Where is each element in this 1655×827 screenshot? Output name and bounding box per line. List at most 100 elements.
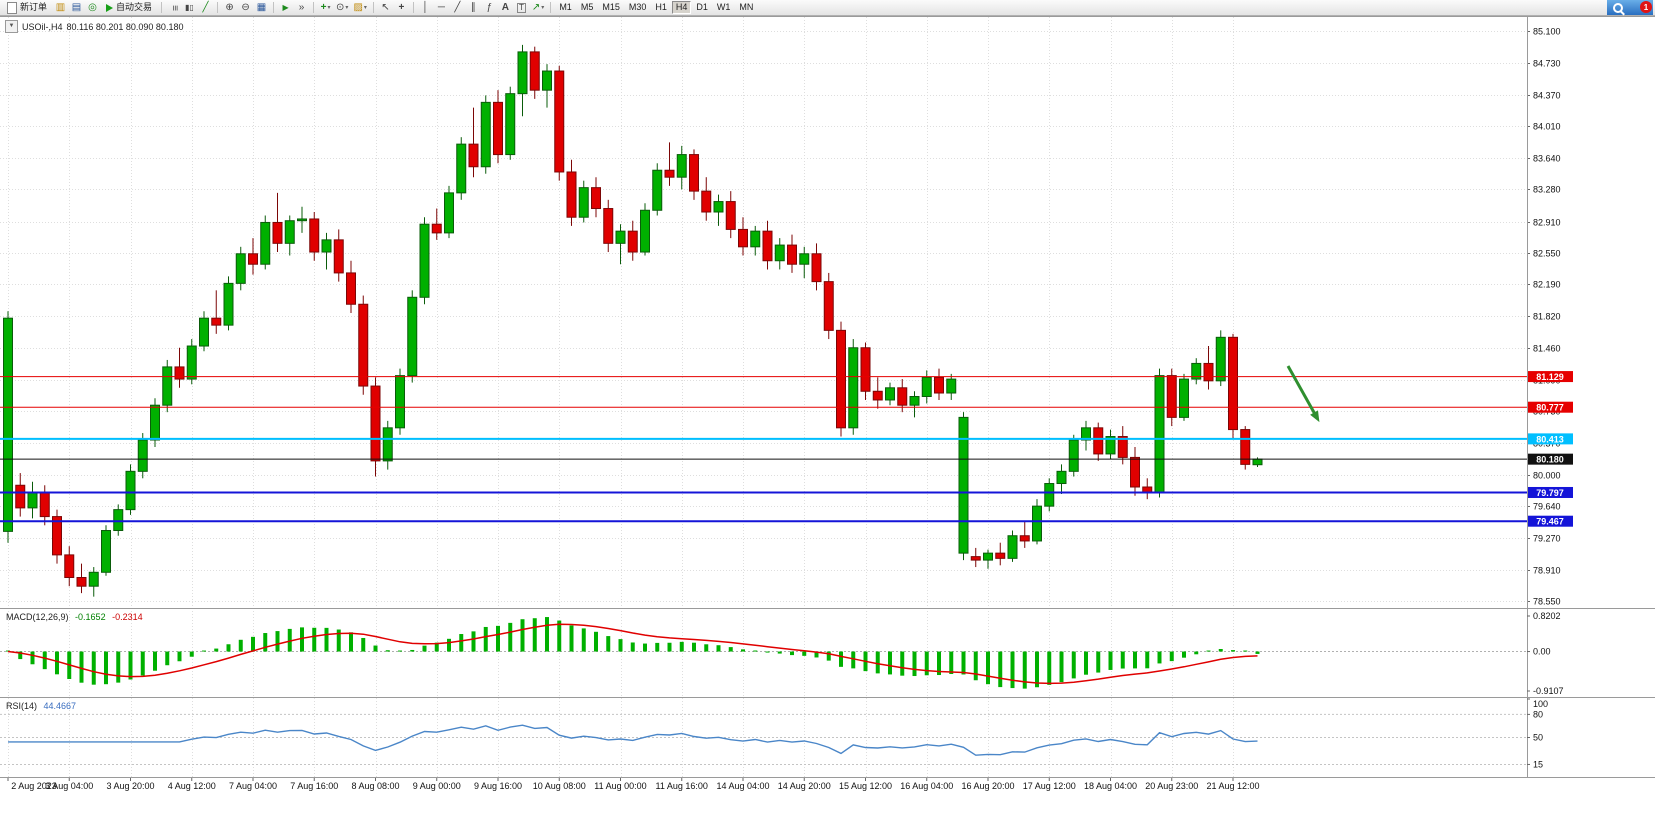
- svg-text:10 Aug 08:00: 10 Aug 08:00: [533, 781, 586, 791]
- zoom-out-glyph: ⊖: [241, 1, 250, 13]
- bar-chart-icon[interactable]: ≡: [166, 1, 181, 14]
- label-tool-button[interactable]: T: [514, 1, 529, 14]
- tile-windows-glyph: ▦: [256, 1, 267, 13]
- period-icon[interactable]: ⊙ ▾: [334, 1, 350, 14]
- svg-text:16 Aug 04:00: 16 Aug 04:00: [900, 781, 953, 791]
- svg-text:81.820: 81.820: [1533, 312, 1561, 322]
- cursor-glyph: ↖: [381, 1, 390, 13]
- arrows-tool-icon[interactable]: ↗ ▾: [530, 1, 546, 14]
- rsi-value: 44.4667: [43, 701, 77, 711]
- timeframe-h4-button[interactable]: H4: [671, 1, 692, 14]
- new-order-button[interactable]: 新订单: [2, 1, 52, 14]
- chart-symbol-label: USOil-,H4: [22, 21, 63, 32]
- svg-text:80.413: 80.413: [1536, 434, 1564, 444]
- label-tool-glyph: T: [516, 2, 526, 13]
- auto-scroll-icon[interactable]: ▶: [278, 1, 293, 14]
- chart-shift-glyph: »: [298, 1, 305, 13]
- timeframe-d1-button[interactable]: D1: [692, 1, 712, 14]
- svg-text:83.640: 83.640: [1533, 154, 1561, 164]
- timeframe-m30-button[interactable]: M30: [625, 1, 651, 14]
- svg-text:7 Aug 04:00: 7 Aug 04:00: [229, 781, 277, 791]
- ohlc-expander-icon[interactable]: ▼: [5, 20, 18, 33]
- svg-text:80.000: 80.000: [1533, 471, 1561, 481]
- svg-text:14 Aug 20:00: 14 Aug 20:00: [778, 781, 831, 791]
- svg-text:82.910: 82.910: [1533, 218, 1561, 228]
- vertical-line-glyph: │: [422, 1, 429, 13]
- timeframe-w1-button[interactable]: W1: [713, 1, 735, 14]
- data-window-icon[interactable]: ▤: [69, 1, 84, 14]
- macd-indicator-label: MACD(12,26,9) -0.1652 -0.2314: [6, 612, 143, 622]
- indicators-icon[interactable]: + ▾: [318, 1, 333, 14]
- svg-text:21 Aug 12:00: 21 Aug 12:00: [1206, 781, 1259, 791]
- timeframe-mn-button[interactable]: MN: [735, 1, 757, 14]
- svg-text:50: 50: [1533, 733, 1543, 743]
- auto-scroll-glyph: ▶: [282, 2, 289, 12]
- svg-text:85.100: 85.100: [1533, 27, 1561, 37]
- horizontal-line-icon[interactable]: ─: [434, 1, 449, 14]
- chart-ohlc-values: 80.116 80.201 80.090 80.180: [66, 21, 184, 32]
- svg-text:80: 80: [1533, 709, 1543, 719]
- svg-text:9 Aug 16:00: 9 Aug 16:00: [474, 781, 522, 791]
- svg-text:79.467: 79.467: [1536, 517, 1564, 527]
- timeframe-m5-button[interactable]: M5: [577, 1, 598, 14]
- zoom-in-icon[interactable]: ⊕: [222, 1, 237, 14]
- channel-glyph: ∥: [470, 1, 476, 13]
- text-tool-button[interactable]: A: [498, 1, 513, 14]
- data-window-glyph: ▤: [71, 1, 82, 13]
- svg-text:16 Aug 20:00: 16 Aug 20:00: [961, 781, 1014, 791]
- template-icon[interactable]: ▨ ▾: [351, 1, 368, 14]
- svg-text:11 Aug 00:00: 11 Aug 00:00: [594, 781, 646, 791]
- svg-text:84.370: 84.370: [1533, 91, 1561, 101]
- main-toolbar: 新订单 ▥ ▤ ◎ 自动交易 ≡ ▮▯ ╱ ⊕ ⊖ ▦ ▶ » + ▾ ⊙ ▾ ▨ ▾…: [0, 0, 1655, 16]
- auto-trading-button[interactable]: 自动交易: [101, 1, 157, 14]
- timeframe-m1-button[interactable]: M1: [555, 1, 576, 14]
- toolbar-separator: [550, 2, 552, 13]
- chart-shift-icon[interactable]: »: [294, 1, 309, 14]
- svg-text:78.910: 78.910: [1533, 566, 1561, 576]
- toolbar-separator: [372, 2, 374, 13]
- macd-name: MACD(12,26,9): [6, 612, 69, 622]
- fibonacci-icon[interactable]: ƒ: [482, 1, 497, 14]
- signals-glyph: ◎: [88, 1, 97, 13]
- svg-text:81.129: 81.129: [1536, 372, 1564, 382]
- svg-text:2 Aug 2023: 2 Aug 2023: [11, 781, 57, 791]
- svg-text:17 Aug 12:00: 17 Aug 12:00: [1023, 781, 1076, 791]
- period-caret-icon: ▾: [345, 4, 349, 11]
- signals-icon[interactable]: ◎: [85, 1, 100, 14]
- chart-title: ▼ USOil-,H4 80.116 80.201 80.090 80.180: [5, 20, 183, 33]
- svg-text:7 Aug 16:00: 7 Aug 16:00: [290, 781, 338, 791]
- rsi-indicator-label: RSI(14) 44.4667: [6, 701, 76, 711]
- notification-badge[interactable]: 1: [1640, 1, 1652, 13]
- fibonacci-glyph: ƒ: [486, 1, 493, 13]
- candlestick-chart-icon[interactable]: ▮▯: [182, 1, 197, 14]
- cursor-icon[interactable]: ↖: [378, 1, 393, 14]
- timeframe-m15-button[interactable]: M15: [598, 1, 624, 14]
- svg-text:18 Aug 04:00: 18 Aug 04:00: [1084, 781, 1137, 791]
- zoom-in-glyph: ⊕: [225, 1, 234, 13]
- line-chart-icon[interactable]: ╱: [198, 1, 213, 14]
- svg-text:82.190: 82.190: [1533, 280, 1561, 290]
- market-watch-icon[interactable]: ▥: [53, 1, 68, 14]
- svg-text:79.797: 79.797: [1536, 488, 1564, 498]
- crosshair-icon[interactable]: +: [394, 1, 409, 14]
- svg-text:14 Aug 04:00: 14 Aug 04:00: [716, 781, 769, 791]
- tile-windows-icon[interactable]: ▦: [254, 1, 269, 14]
- channel-icon[interactable]: ∥: [466, 1, 481, 14]
- period-glyph: ⊙: [336, 1, 345, 13]
- auto-trading-icon: [106, 3, 114, 12]
- svg-text:15: 15: [1533, 759, 1543, 769]
- zoom-out-icon[interactable]: ⊖: [238, 1, 253, 14]
- trendline-icon[interactable]: ╱: [450, 1, 465, 14]
- svg-text:-0.9107: -0.9107: [1533, 686, 1564, 696]
- titlebar-search-area[interactable]: 1: [1607, 0, 1653, 15]
- vertical-line-icon[interactable]: │: [418, 1, 433, 14]
- svg-text:79.640: 79.640: [1533, 502, 1561, 512]
- svg-text:9 Aug 00:00: 9 Aug 00:00: [413, 781, 461, 791]
- svg-text:8 Aug 08:00: 8 Aug 08:00: [351, 781, 399, 791]
- text-tool-glyph: A: [501, 1, 510, 13]
- svg-text:0.00: 0.00: [1533, 647, 1551, 657]
- timeframe-h1-button[interactable]: H1: [651, 1, 671, 14]
- toolbar-separator: [313, 2, 315, 13]
- macd-value: -0.1652: [75, 612, 106, 622]
